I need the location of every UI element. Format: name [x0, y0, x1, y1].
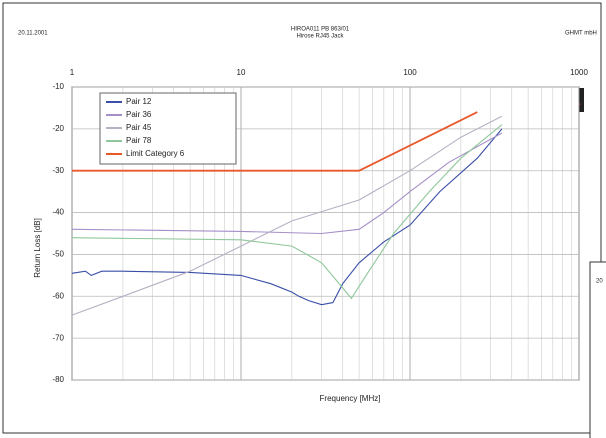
- y-tick-label: -80: [52, 375, 64, 384]
- x-tick-label: 10: [237, 68, 246, 77]
- header-left: 20.11.2001: [18, 31, 48, 37]
- overlay-window: [589, 261, 606, 438]
- y-axis-label: Return Loss [dB]: [33, 218, 42, 278]
- legend-label: Pair 78: [126, 136, 152, 145]
- header-right: GHMT mbH: [565, 31, 597, 37]
- y-tick-label: -40: [52, 208, 64, 217]
- x-tick-label: 1000: [570, 68, 588, 77]
- legend-label: Limit Category 6: [126, 149, 185, 158]
- chart-title: HIROA011 PB 863/01: [291, 27, 350, 33]
- x-tick-label: 100: [403, 68, 417, 77]
- series-line: [71, 128, 503, 306]
- legend-label: Pair 36: [126, 110, 152, 119]
- plot: 1 10 100 1000 -80 -70 -60 -50 -40 -30 -20 -10 Pair 1…: [52, 68, 588, 384]
- series-line: [71, 132, 503, 235]
- y-tick-label: -20: [52, 124, 64, 133]
- series-line: [71, 115, 503, 316]
- y-tick-label: -70: [52, 333, 64, 342]
- legend-label: Pair 12: [126, 97, 152, 106]
- legend-label: Pair 45: [126, 123, 152, 132]
- series-line: [72, 111, 478, 172]
- x-tick-label: 1: [70, 68, 75, 77]
- y-tick-label: -10: [52, 82, 64, 91]
- y-tick-label: -50: [52, 250, 64, 259]
- series-line: [71, 124, 503, 300]
- x-axis-label: Frequency [MHz]: [320, 394, 381, 403]
- y-tick-label: -30: [52, 166, 64, 175]
- overlay-text: 20: [596, 279, 603, 285]
- legend-box: [99, 92, 237, 165]
- y-tick-label: -60: [52, 291, 64, 300]
- chart-subtitle: Hirose RJ45 Jack: [296, 34, 344, 40]
